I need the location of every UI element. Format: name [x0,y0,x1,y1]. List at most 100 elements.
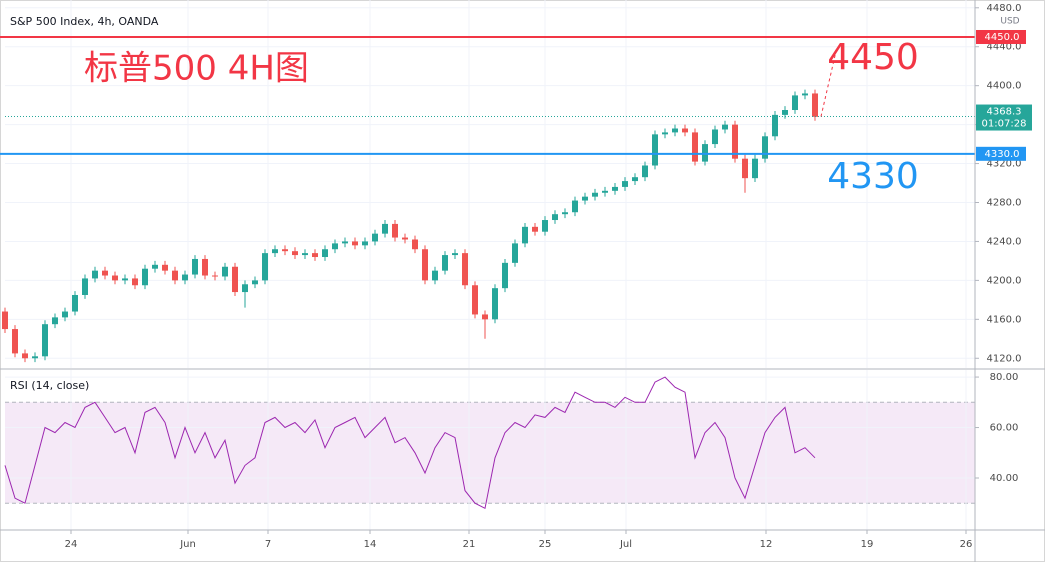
candle-body [52,317,58,325]
candle-body [632,177,638,182]
y-tick-label: 4160.0 [987,314,1022,325]
candle-body [362,241,368,246]
candle-body [192,258,198,275]
rsi-title: RSI (14, close) [10,379,89,392]
candle-body [322,249,328,258]
candle-body [502,262,508,289]
candle-body [292,251,298,256]
x-tick-label: Jun [179,539,196,550]
candle-body [162,264,168,271]
candle-body [12,329,18,354]
candle-body [412,239,418,250]
y-tick-label: 4400.0 [987,81,1022,92]
x-tick-label: Jul [619,539,632,550]
candle-body [232,266,238,293]
candle-body [432,270,438,281]
candle-body [662,132,668,135]
candle-body [182,274,188,281]
y-tick-label: 40.00 [990,473,1019,484]
candle-body [592,192,598,197]
candle-body [692,132,698,162]
candle-body [572,200,578,213]
candle-body [472,285,478,315]
candle-body [32,356,38,359]
candle-body [812,93,818,117]
x-tick-label: 7 [265,539,271,550]
countdown: 01:07:28 [982,119,1027,130]
candle-body [602,190,608,193]
candle-body [122,278,128,281]
y-tick-label: 4120.0 [987,353,1022,364]
x-tick-label: 14 [364,539,377,550]
y-tick-label: 4480.0 [987,3,1022,14]
candle-body [482,314,488,320]
candle-body [782,110,788,115]
x-tick-label: 19 [861,539,874,550]
annotation: 标普500 4H图 [84,49,309,89]
y-tick-label: 4240.0 [987,236,1022,247]
candle-body [532,226,538,232]
candle-body [102,270,108,276]
rsi-band [5,402,975,504]
candle-body [732,124,738,159]
candle-body [552,214,558,221]
candle-body [202,258,208,276]
candle-body [372,233,378,242]
level-tag [976,29,1026,44]
x-tick-label: 24 [65,539,78,550]
candle-body [442,255,448,271]
candle-body [652,134,658,166]
candle-body [462,253,468,286]
candle-body [792,95,798,111]
candle-body [142,268,148,286]
candle-body [82,278,88,295]
candle-body [242,284,248,293]
y-tick-label: 80.00 [990,372,1019,383]
candle-body [622,181,628,187]
candle-body [22,353,28,359]
level-label: 4450.0 [985,32,1020,43]
candle-body [92,270,98,279]
candle-body [512,243,518,263]
candle-body [542,220,548,232]
candle-body [132,278,138,286]
candle-body [332,243,338,250]
candle-body [352,241,358,246]
x-tick-label: 25 [539,539,552,550]
x-tick-label: 21 [463,539,476,550]
candle-body [562,212,568,215]
labels: 4120.04160.04200.04240.04280.04320.04360… [65,3,1032,550]
level-annotation: 4450 [827,37,919,78]
candle-body [62,311,68,318]
candle-body [212,275,218,277]
candle-body [42,324,48,357]
candle-body [672,128,678,133]
candle-body [522,226,528,244]
candle-body [712,129,718,145]
candle-body [302,253,308,256]
candle-body [72,294,78,312]
candle-body [772,114,778,137]
chart-title: S&P 500 Index, 4h, OANDA [10,15,159,28]
y-tick-label: 4440.0 [987,42,1022,53]
candle-body [172,270,178,281]
x-tick-label: 26 [960,539,973,550]
level-annotation: 4330 [827,156,919,197]
rsi-line [4,376,816,510]
level-label: 4330.0 [985,149,1020,160]
candle-body [642,165,648,178]
grid [5,0,975,530]
y-tick-label: 4320.0 [987,159,1022,170]
candle-body [802,93,808,96]
candle-body [382,223,388,234]
candle-body [262,253,268,281]
candle-body [282,249,288,252]
candle-body [222,266,228,277]
candle-body [742,158,748,179]
y-tick-label: 4280.0 [987,197,1022,208]
candle-body [312,253,318,258]
plot [0,35,975,510]
last-price-tag [976,104,1032,131]
candle-body [492,288,498,320]
y-tick-label: 60.00 [990,423,1019,434]
